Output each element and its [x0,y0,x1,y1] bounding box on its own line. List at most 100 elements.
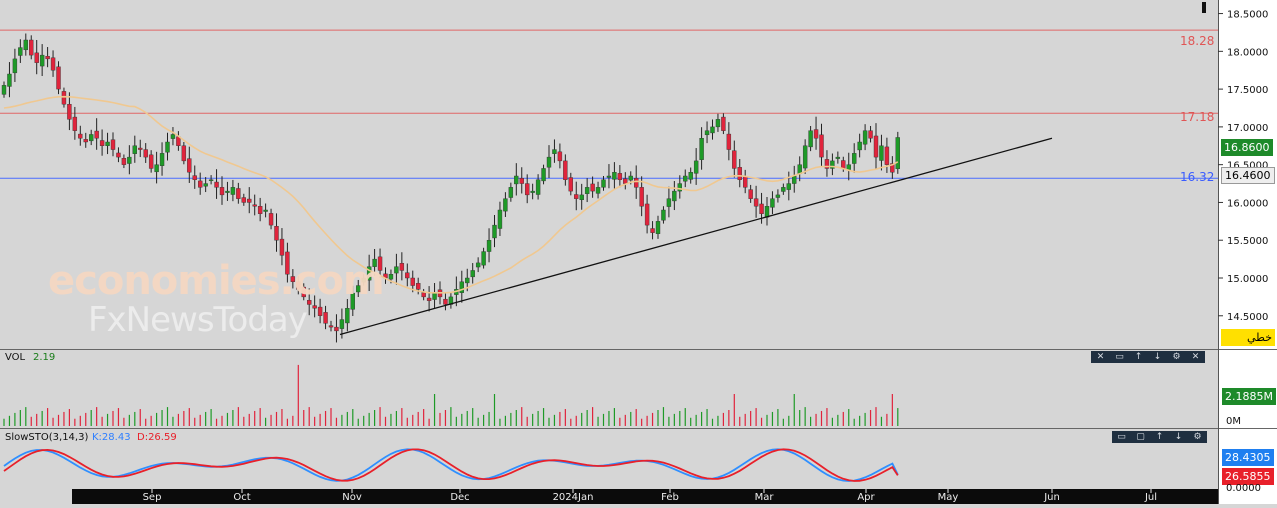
volume-bar [444,410,447,426]
restore-icon[interactable]: ▢ [1136,432,1145,442]
candle-body [525,183,530,196]
candle-body [263,209,268,212]
volume-bar [259,408,261,426]
volume-bar [831,417,833,426]
up-icon[interactable]: ↑ [1155,432,1164,442]
volume-bar [36,413,38,426]
x-axis-bar [72,489,1218,504]
candle-body [732,150,737,169]
candle-body [846,164,851,170]
volume-bar [177,413,179,426]
volume-bar [3,418,5,426]
volume-bar [57,414,60,426]
candle-body [503,198,508,212]
candle-body [759,203,764,214]
volume-bar [766,414,768,426]
close-panel-icon[interactable]: ✕ [1191,352,1200,362]
volume-bar [886,413,888,426]
candle-body [666,198,672,207]
volume-bar [657,410,659,426]
candle-body [704,130,710,136]
candle-body [541,168,546,182]
prev-price-tag: 16.4600 [1221,167,1275,184]
candle-body [775,194,781,198]
candle-body [563,160,568,180]
candle-body [339,319,345,329]
candle-body [301,286,306,298]
volume-bar [880,416,883,426]
close-icon[interactable]: ✕ [1096,352,1105,362]
volume-bar [319,413,321,426]
volume-bar [891,394,893,426]
volume-bar [243,416,245,426]
candle-body [394,266,399,274]
candle-body [579,194,584,200]
stoch-k-text: K:28.43 [92,432,131,443]
volume-bar [510,412,512,426]
volume-bar [760,417,763,426]
volume-bar [679,410,681,426]
candle-body [465,277,470,284]
candle-body [743,176,748,188]
volume-bar [384,416,387,426]
volume-bar [96,407,98,426]
candle-body [83,139,88,143]
y-tick-label: 18.5000 [1227,10,1268,21]
chart-type-button[interactable]: خطي [1221,329,1275,346]
volume-bar [662,407,665,426]
settings-icon[interactable]: ⚙ [1193,432,1202,442]
candle-body [857,141,862,151]
candle-body [56,66,61,90]
candle-body [138,147,143,150]
minimize-icon[interactable]: ▭ [1117,432,1126,442]
candle-body [23,39,28,51]
candle-body [813,129,819,139]
volume-bar [194,417,196,426]
volume-bar [559,411,561,426]
level-label-18-28: 18.28 [1180,34,1215,48]
volume-bar [504,415,506,426]
volume-bar [374,410,376,426]
candle-body [421,292,426,298]
candle-body [486,240,492,252]
candle-body [127,156,132,164]
volume-bar [352,409,354,426]
candle-body [34,52,39,63]
candle-body [116,152,121,158]
volume-axis-zero: 0M [1226,416,1241,427]
up-icon[interactable]: ↑ [1134,352,1143,362]
down-icon[interactable]: ↓ [1174,432,1183,442]
volume-bar [254,410,256,426]
candle-body [574,194,579,199]
minimize-icon[interactable]: ▭ [1115,352,1124,362]
volume-bar [810,416,812,426]
volume-bar [848,409,850,426]
level-label-16-32: 16.32 [1180,170,1215,184]
volume-bar [695,414,697,426]
volume-bar [205,411,207,426]
candle-body [405,272,410,279]
x-tick-label: May [938,492,959,503]
candle-body [187,158,192,173]
candle-body [230,187,236,195]
candle-body [819,134,824,158]
candle-body [650,228,655,233]
x-tick-label: Jul [1144,492,1157,503]
volume-bar [265,417,267,426]
candle-body [121,158,127,165]
volume-bar [499,418,501,426]
settings-icon[interactable]: ⚙ [1172,352,1181,362]
candle-body [726,133,732,150]
volume-bar [183,410,185,426]
volume-bar [586,410,588,426]
volume-bar [564,409,566,426]
volume-bar [673,413,675,426]
volume-bar [395,410,397,426]
volume-bar [232,410,234,426]
down-icon[interactable]: ↓ [1153,352,1162,362]
volume-bar [41,410,43,426]
volume-bar [782,418,784,426]
volume-bar [635,409,637,426]
